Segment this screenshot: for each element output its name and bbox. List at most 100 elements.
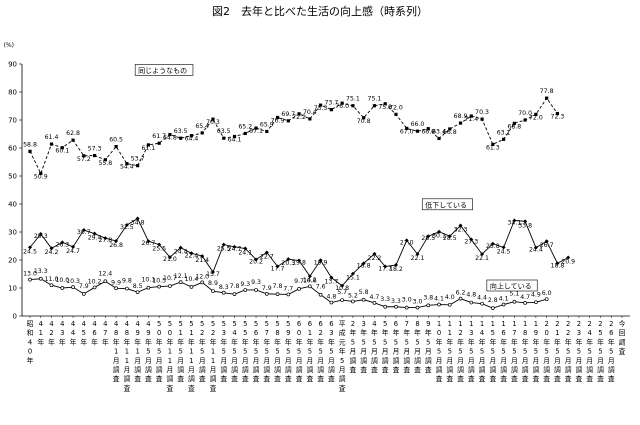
data-point — [297, 258, 302, 263]
x-category-char: 調 — [123, 374, 130, 383]
x-category-char: 5 — [157, 348, 161, 356]
x-category-char: 調 — [145, 365, 152, 374]
data-point — [307, 274, 312, 279]
x-category-char: 1 — [480, 320, 484, 328]
x-category-char: 月 — [532, 357, 539, 365]
data-point — [254, 257, 259, 262]
x-category-char: 月 — [436, 357, 443, 365]
x-category-char: 年 — [59, 337, 66, 346]
data-label: 3.0 — [402, 297, 412, 304]
x-category-char: 5 — [523, 348, 527, 356]
x-category-char: 1 — [125, 357, 129, 365]
x-category-char: 査 — [220, 374, 227, 383]
data-label: 15.1 — [346, 275, 360, 282]
x-category-char: 2 — [577, 320, 581, 328]
x-category-char: 月 — [457, 357, 464, 365]
x-category-char: 年 — [328, 337, 335, 346]
data-label: 7.7 — [283, 285, 293, 292]
x-category-char: 昭 — [27, 320, 34, 328]
data-label: 10.0 — [55, 277, 69, 284]
x-category-char: 月 — [403, 348, 410, 356]
data-label: 34.1 — [507, 220, 521, 227]
x-category-char: 1 — [491, 320, 495, 328]
data-point — [49, 283, 54, 288]
x-category-char: 4 — [135, 320, 139, 328]
x-category-char: 査 — [576, 374, 583, 383]
data-label: 14.2 — [303, 277, 317, 284]
data-label: 4.7 — [370, 294, 380, 301]
data-point — [157, 284, 162, 289]
x-category-char: 年 — [113, 337, 120, 346]
x-category-char: 月 — [543, 357, 550, 365]
x-category-char: 5 — [222, 320, 226, 328]
data-point — [125, 162, 129, 166]
y-tick-label: 40 — [8, 201, 17, 209]
x-category-char: 2 — [351, 320, 355, 328]
x-category-char: 月 — [597, 357, 604, 365]
data-label: 61.3 — [486, 144, 500, 151]
data-label: 12.4 — [98, 270, 112, 277]
x-category-char: 月 — [382, 348, 389, 356]
data-point — [146, 143, 150, 147]
data-label: 61.7 — [152, 133, 166, 140]
data-label: 29.4 — [88, 235, 102, 242]
x-category-char: 5 — [318, 348, 322, 356]
data-point — [501, 302, 506, 307]
data-point — [404, 305, 409, 310]
data-label: 65.9 — [260, 121, 274, 128]
x-category-char: 調 — [339, 374, 346, 383]
x-category-char: 年 — [156, 337, 163, 346]
x-category-char: 5 — [254, 348, 258, 356]
x-category-char: 調 — [446, 365, 453, 374]
x-category-char: 年 — [339, 347, 346, 356]
data-point — [415, 129, 420, 133]
data-point — [71, 285, 75, 290]
x-category-char: 査 — [253, 374, 260, 383]
data-point — [221, 290, 226, 295]
data-label: 5.2 — [348, 292, 358, 299]
x-category-label: 45年 — [80, 320, 87, 346]
data-point — [512, 218, 517, 223]
series-name-label: 同じようなもの — [138, 67, 187, 75]
x-category-char: 月 — [231, 357, 238, 365]
data-point — [178, 280, 183, 284]
data-point — [480, 117, 484, 121]
x-category-char: 月 — [479, 357, 486, 365]
data-point — [297, 112, 301, 116]
x-category-char: 1 — [179, 329, 183, 337]
x-category-char: 月 — [414, 348, 421, 356]
x-category-char: 0 — [157, 329, 161, 337]
x-category-char: 2 — [566, 329, 570, 337]
data-point — [38, 231, 43, 236]
data-label: 2.8 — [488, 297, 498, 304]
x-category-char: 1 — [448, 320, 452, 328]
x-category-char: 5 — [598, 329, 602, 337]
data-point — [146, 239, 151, 244]
data-label: 10.2 — [88, 278, 102, 285]
data-point — [222, 136, 226, 140]
x-category-char: 調 — [242, 365, 249, 374]
data-point — [319, 103, 323, 107]
y-tick-label: 70 — [8, 117, 17, 125]
data-point — [405, 126, 409, 130]
x-category-char: 8 — [114, 329, 118, 337]
x-category-char: 年 — [199, 337, 206, 346]
x-category-char: 年 — [285, 337, 292, 346]
series: 13.013.311.010.010.37.910.212.49.9 9.88.5… — [23, 268, 552, 311]
data-point — [350, 271, 355, 276]
data-point — [308, 117, 312, 121]
x-category-char: 5 — [351, 338, 355, 346]
x-category-char: 5 — [544, 348, 548, 356]
data-point — [351, 104, 355, 108]
x-category-char: 査 — [328, 374, 335, 383]
data-label: 8.9 — [208, 280, 218, 287]
x-category-char: 月 — [156, 357, 163, 365]
data-point — [308, 284, 312, 289]
x-category-char: 年 — [317, 337, 324, 346]
x-category-char: 月 — [468, 357, 475, 365]
